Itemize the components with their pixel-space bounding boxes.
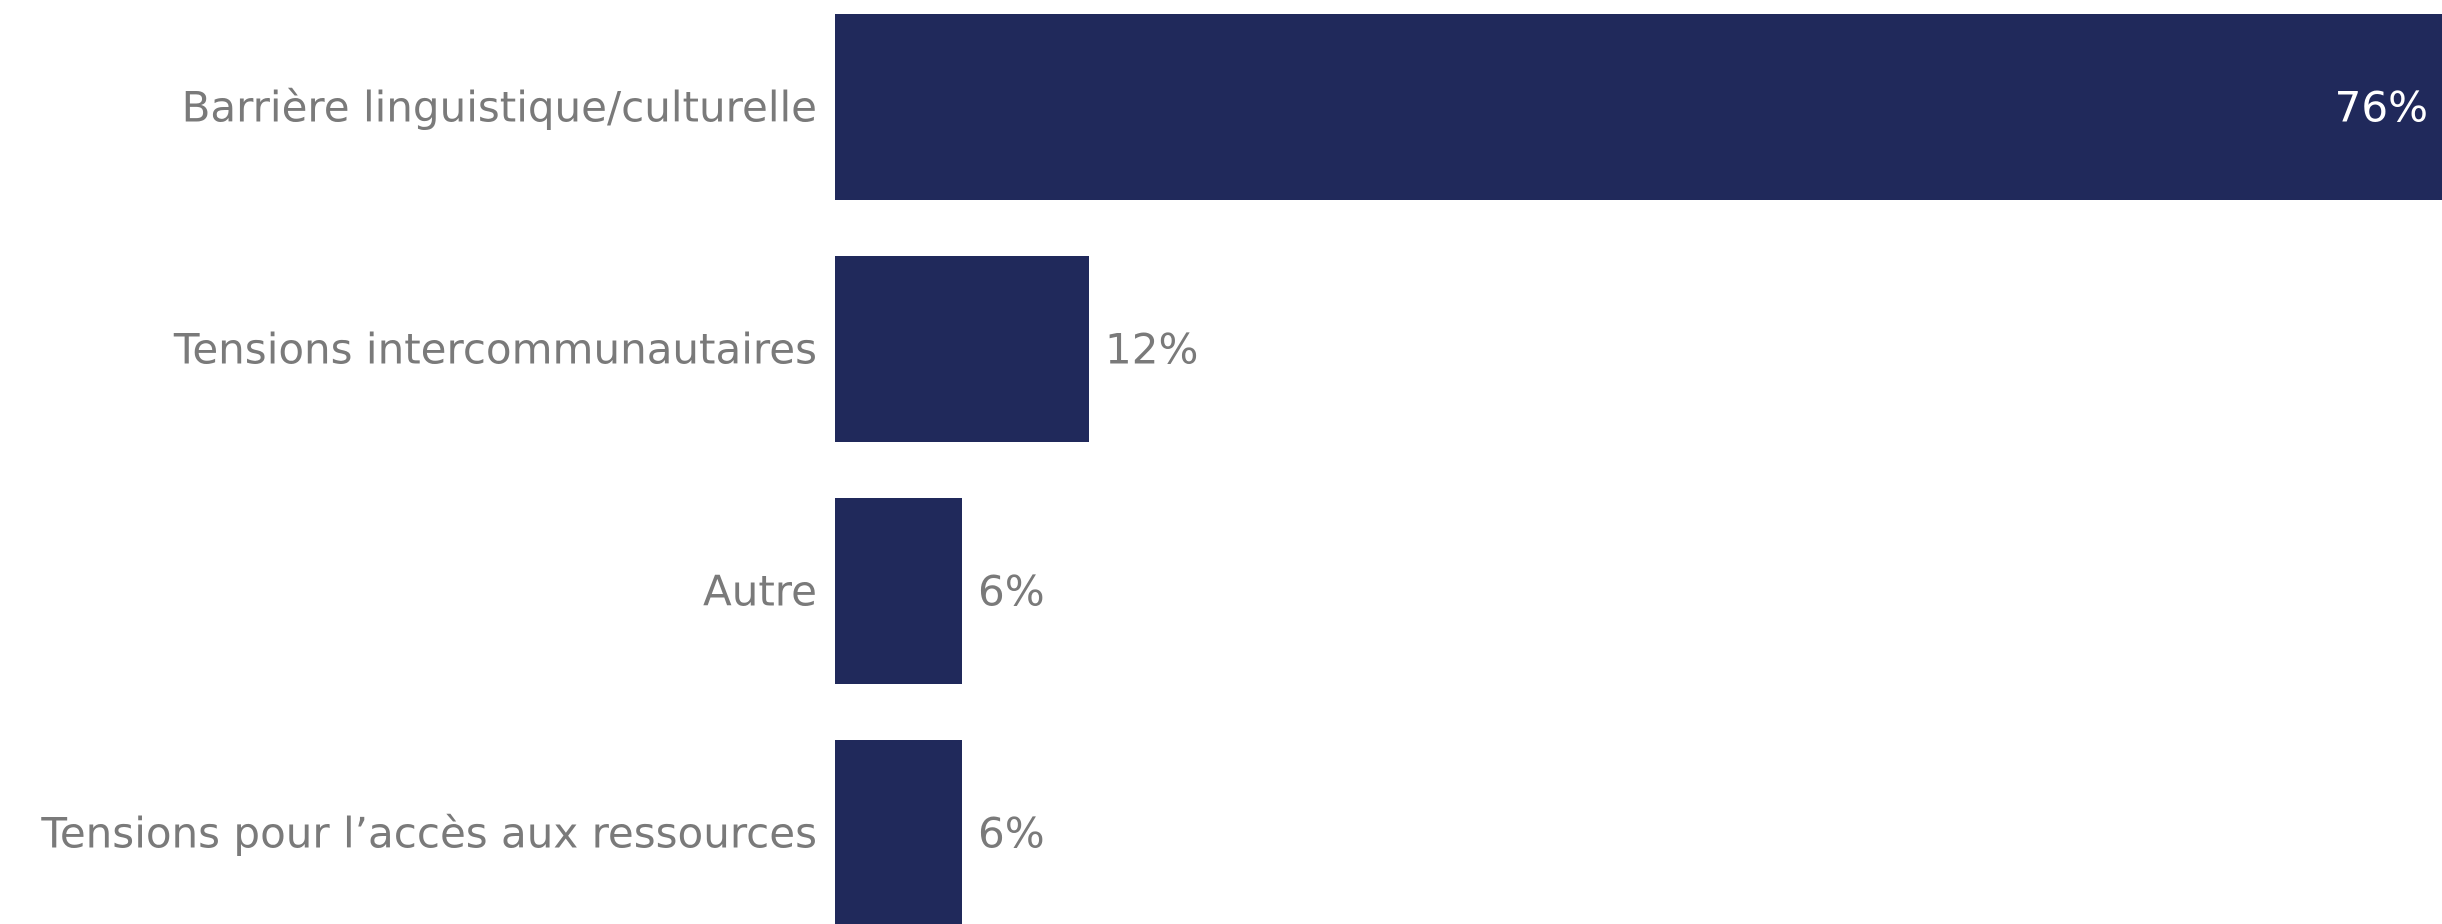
category-label-3: Tensions pour l’accès aux ressources [40, 809, 817, 858]
bars-group [835, 14, 2442, 924]
category-label-0: Barrière linguistique/culturelle [182, 83, 817, 132]
value-label-1: 12% [1105, 325, 1198, 374]
category-labels-group: Barrière linguistique/culturelle Tensions… [40, 83, 817, 858]
bar-1 [835, 256, 1089, 442]
value-label-2: 6% [978, 567, 1045, 616]
value-label-0: 76% [2335, 83, 2428, 132]
value-label-3: 6% [978, 809, 1045, 858]
value-labels-group: 76% 12% 6% 6% [978, 83, 2428, 858]
bar-0 [835, 14, 2442, 200]
category-label-2: Autre [703, 567, 817, 616]
bar-2 [835, 498, 962, 684]
bar-3 [835, 740, 962, 924]
category-label-1: Tensions intercommunautaires [173, 325, 817, 374]
